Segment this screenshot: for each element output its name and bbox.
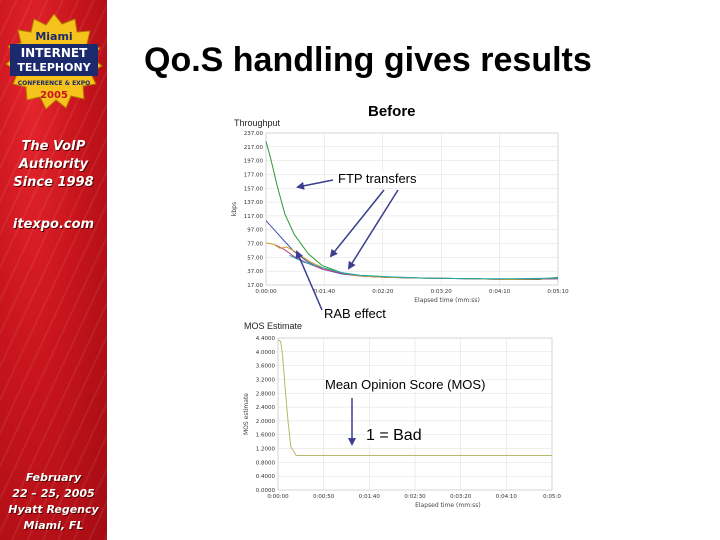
x-axis-label: Elapsed time (mm:ss) [415, 502, 481, 509]
y-tick-label: 2.4000 [256, 405, 276, 411]
x-tick-label: 0:05:0 [543, 494, 561, 500]
slide-title: Qo.S handling gives results [144, 41, 592, 79]
y-tick-label: 1.6000 [256, 433, 276, 439]
sidebar-tagline: The VoIP Authority Since 1998 [0, 138, 107, 192]
conference-logo: Miami INTERNET TELEPHONY CONFERENCE & EX… [5, 14, 103, 110]
sidebar-event-info: February 22 – 25, 2005 Hyatt Regency Mia… [0, 470, 107, 534]
y-tick-label: 37.00 [247, 269, 263, 275]
y-tick-label: 4.4000 [256, 336, 276, 342]
x-tick-label: 0:02:30 [404, 494, 426, 500]
y-axis-label: kbps [231, 202, 238, 216]
annotation-ftp-transfers: FTP transfers [338, 171, 417, 186]
y-tick-label: 0.4000 [256, 474, 276, 480]
x-tick-label: 0:03:20 [431, 289, 453, 295]
y-tick-label: 77.00 [247, 242, 263, 248]
event-line-3: Hyatt Regency [8, 503, 99, 516]
x-tick-label: 0:04:10 [496, 494, 518, 500]
logo-line5: 2005 [40, 90, 68, 101]
x-axis-label: Elapsed time (mm:ss) [414, 297, 480, 304]
y-tick-label: 17.00 [247, 283, 263, 289]
chart-title: MOS Estimate [244, 321, 302, 331]
event-line-1: February [25, 471, 82, 484]
x-tick-label: 0:00:50 [313, 494, 335, 500]
x-tick-label: 0:00:00 [267, 494, 289, 500]
plot-area [265, 132, 559, 286]
x-tick-label: 0:03:20 [450, 494, 472, 500]
y-tick-label: 0.0000 [256, 488, 276, 494]
tagline-line-3: Since 1998 [13, 175, 94, 190]
logo-line4: CONFERENCE & EXPO [18, 80, 91, 87]
y-tick-label: 217.00 [244, 145, 264, 151]
y-tick-label: 4.0000 [256, 350, 276, 356]
event-line-4: Miami, FL [23, 519, 84, 532]
y-tick-label: 2.8000 [256, 391, 276, 397]
annotation-mos: Mean Opinion Score (MOS) [325, 377, 486, 392]
x-tick-label: 0:01:40 [359, 494, 381, 500]
tagline-line-2: Authority [18, 157, 89, 172]
y-axis-label: MOS estimate [243, 393, 250, 435]
y-tick-label: 97.00 [247, 228, 263, 234]
y-tick-label: 117.00 [244, 214, 264, 220]
logo-line1: Miami [35, 30, 72, 43]
y-tick-label: 157.00 [244, 186, 264, 192]
logo-line3: TELEPHONY [17, 61, 91, 74]
y-tick-label: 57.00 [247, 255, 263, 261]
slide-subtitle: Before [368, 103, 416, 120]
series-line-1 [277, 339, 552, 456]
logo-line2: INTERNET [21, 46, 88, 60]
y-tick-label: 1.2000 [256, 447, 276, 453]
y-tick-label: 137.00 [244, 200, 264, 206]
y-tick-label: 2.0000 [256, 419, 276, 425]
y-tick-label: 197.00 [244, 159, 264, 165]
x-tick-label: 0:00:00 [255, 289, 277, 295]
x-tick-label: 0:05:10 [547, 289, 569, 295]
x-tick-label: 0:02:20 [372, 289, 394, 295]
throughput-chart: Throughput 17.00 37.00 57.00 77.00 97.00 117.0… [231, 118, 569, 304]
y-tick-label: 3.2000 [256, 377, 276, 383]
y-tick-label: 0.8000 [256, 460, 276, 466]
event-line-2: 22 – 25, 2005 [12, 487, 95, 500]
logo-banner [10, 44, 98, 76]
x-tick-label: 0:04:10 [489, 289, 511, 295]
mos-chart: MOS Estimate 0.0000 0.4000 0.8000 1.2000 1.60… [243, 321, 561, 509]
annotation-bad: 1 = Bad [366, 427, 422, 445]
y-tick-label: 3.6000 [256, 364, 276, 370]
annotation-rab-effect: RAB effect [324, 306, 386, 321]
y-tick-label: 177.00 [244, 172, 264, 178]
sidebar: Miami INTERNET TELEPHONY CONFERENCE & EX… [0, 0, 107, 540]
x-tick-label: 0:01:40 [314, 289, 336, 295]
chart-title: Throughput [234, 118, 281, 128]
y-tick-label: 237.00 [244, 131, 264, 137]
tagline-line-1: The VoIP [21, 139, 86, 154]
sidebar-website: itexpo.com [12, 217, 95, 232]
